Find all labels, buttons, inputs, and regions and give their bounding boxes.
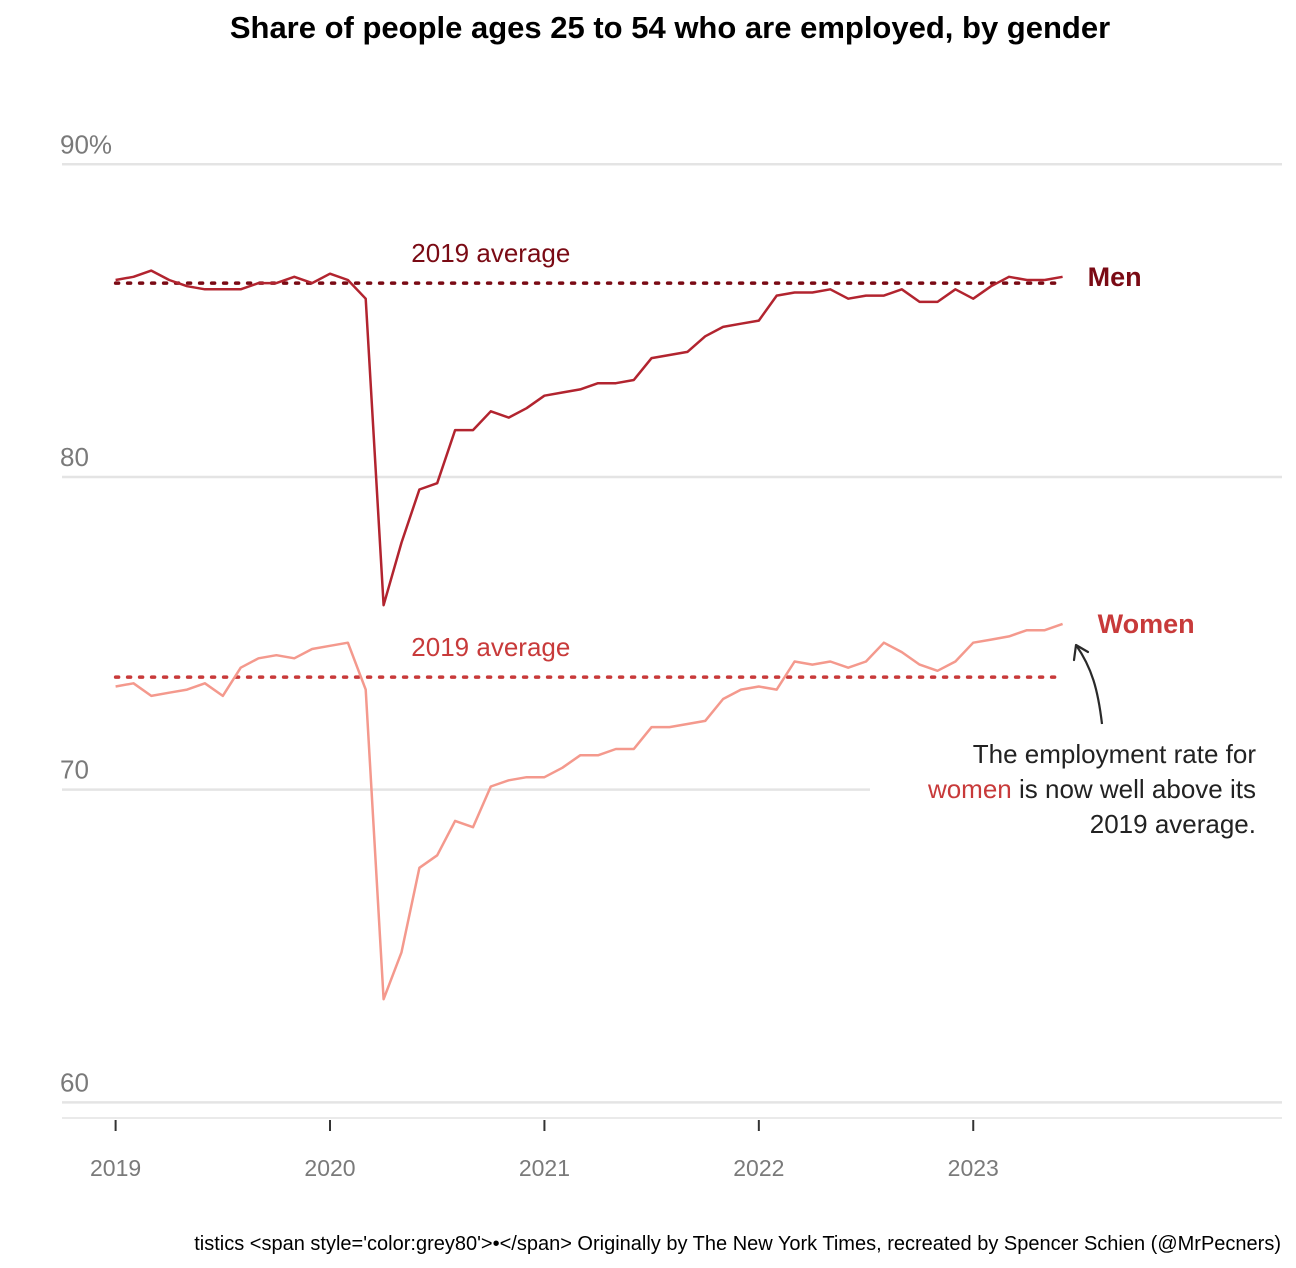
annotation-arrow	[1075, 644, 1104, 725]
y-tick-label: 90%	[60, 129, 112, 159]
annotation-line-3: 2019 average.	[1090, 809, 1256, 839]
average-label-women: 2019 average	[411, 632, 570, 662]
series-line-men	[115, 269, 1063, 607]
average-lines: 2019 average 2019 average	[113, 238, 1065, 679]
series-label-women: Women	[1098, 609, 1195, 639]
chart-title: Share of people ages 25 to 54 who are em…	[230, 10, 1110, 45]
series-labels: Men Women	[1088, 262, 1195, 639]
annotation-arrowhead	[1072, 643, 1090, 662]
average-label-men: 2019 average	[411, 238, 570, 268]
x-tick-label: 2021	[519, 1155, 570, 1181]
y-tick-label: 80	[60, 442, 89, 472]
caption: tistics <span style='color:grey80'>•</sp…	[194, 1233, 1281, 1255]
x-axis-ticks: 2019 2020 2021 2022 2023	[90, 1120, 999, 1181]
x-tick-label: 2023	[948, 1155, 999, 1181]
series-lines	[115, 269, 1064, 1001]
annotation-background	[870, 738, 1282, 842]
gridlines: 90% 80 70 60	[60, 129, 1282, 1104]
x-tick-label: 2019	[90, 1155, 141, 1181]
annotation-line-2-rest: is now well above its	[1012, 774, 1256, 804]
series-line-women	[115, 622, 1064, 1001]
annotation-highlight-women: women	[927, 774, 1012, 804]
series-label-men: Men	[1088, 262, 1142, 292]
annotation: The employment rate for women is now wel…	[870, 643, 1282, 842]
x-tick-label: 2020	[304, 1155, 355, 1181]
annotation-line-2: women is now well above its	[927, 774, 1256, 804]
annotation-line-1: The employment rate for	[973, 739, 1257, 769]
y-tick-label: 60	[60, 1067, 89, 1097]
x-tick-label: 2022	[733, 1155, 784, 1181]
y-tick-label: 70	[60, 755, 89, 785]
